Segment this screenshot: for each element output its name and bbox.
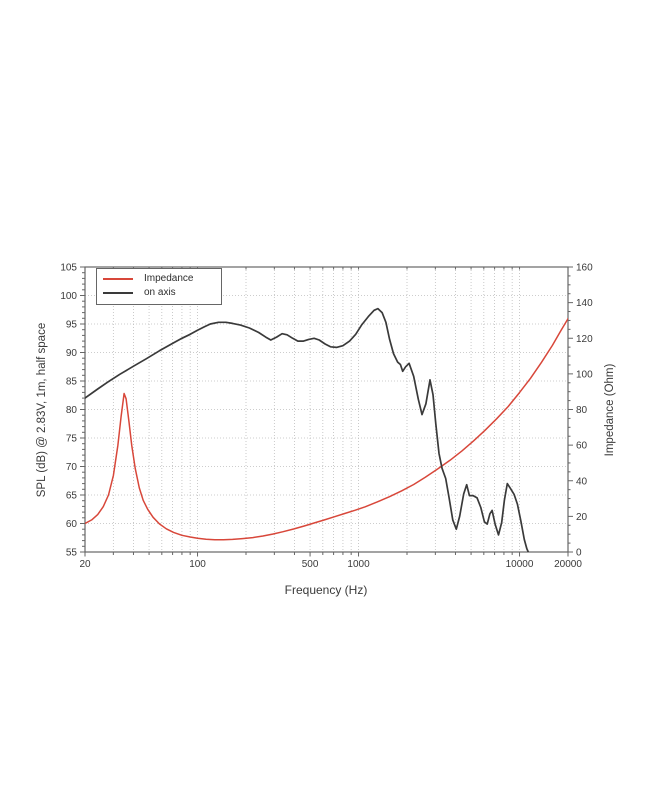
x-tick-label: 10000 <box>506 559 534 570</box>
impedance-line-swatch <box>103 278 133 280</box>
right-tick-label: 60 <box>576 441 588 452</box>
right-tick-label: 40 <box>576 476 588 487</box>
right-tick-label: 140 <box>576 298 593 309</box>
right-axis-title: Impedance (Ohm) <box>604 363 616 457</box>
left-tick-label: 105 <box>60 263 77 274</box>
left-tick-label: 70 <box>66 462 78 473</box>
x-tick-label: 100 <box>189 559 206 570</box>
left-tick-label: 85 <box>66 377 78 388</box>
left-tick-label: 65 <box>66 491 78 502</box>
right-tick-label: 0 <box>576 548 582 559</box>
x-tick-label: 20 <box>79 559 91 570</box>
left-tick-label: 90 <box>66 348 78 359</box>
left-tick-label: 75 <box>66 434 78 445</box>
curve-impedance <box>85 317 568 541</box>
left-tick-label: 95 <box>66 320 78 331</box>
right-tick-label: 20 <box>576 512 588 523</box>
legend: Impedance on axis <box>96 268 222 305</box>
right-tick-label: 120 <box>576 334 593 345</box>
x-tick-label: 1000 <box>347 559 370 570</box>
left-tick-label: 55 <box>66 548 78 559</box>
x-tick-label: 20000 <box>554 559 582 570</box>
right-tick-label: 100 <box>576 369 593 380</box>
right-tick-label: 160 <box>576 263 593 274</box>
legend-item-on-axis: on axis <box>103 286 215 300</box>
left-tick-label: 100 <box>60 291 77 302</box>
on-axis-line-swatch <box>103 292 133 294</box>
legend-label-impedance: Impedance <box>144 273 194 284</box>
left-axis-title: SPL (dB) @ 2.83V, 1m, half space <box>36 322 48 498</box>
x-axis-title: Frequency (Hz) <box>284 583 368 597</box>
curve-on-axis <box>85 307 530 552</box>
right-tick-label: 80 <box>576 405 588 416</box>
x-tick-label: 500 <box>302 559 319 570</box>
left-tick-label: 80 <box>66 405 78 416</box>
legend-label-on-axis: on axis <box>144 287 176 298</box>
legend-item-impedance: Impedance <box>103 272 215 286</box>
left-tick-label: 60 <box>66 519 78 530</box>
